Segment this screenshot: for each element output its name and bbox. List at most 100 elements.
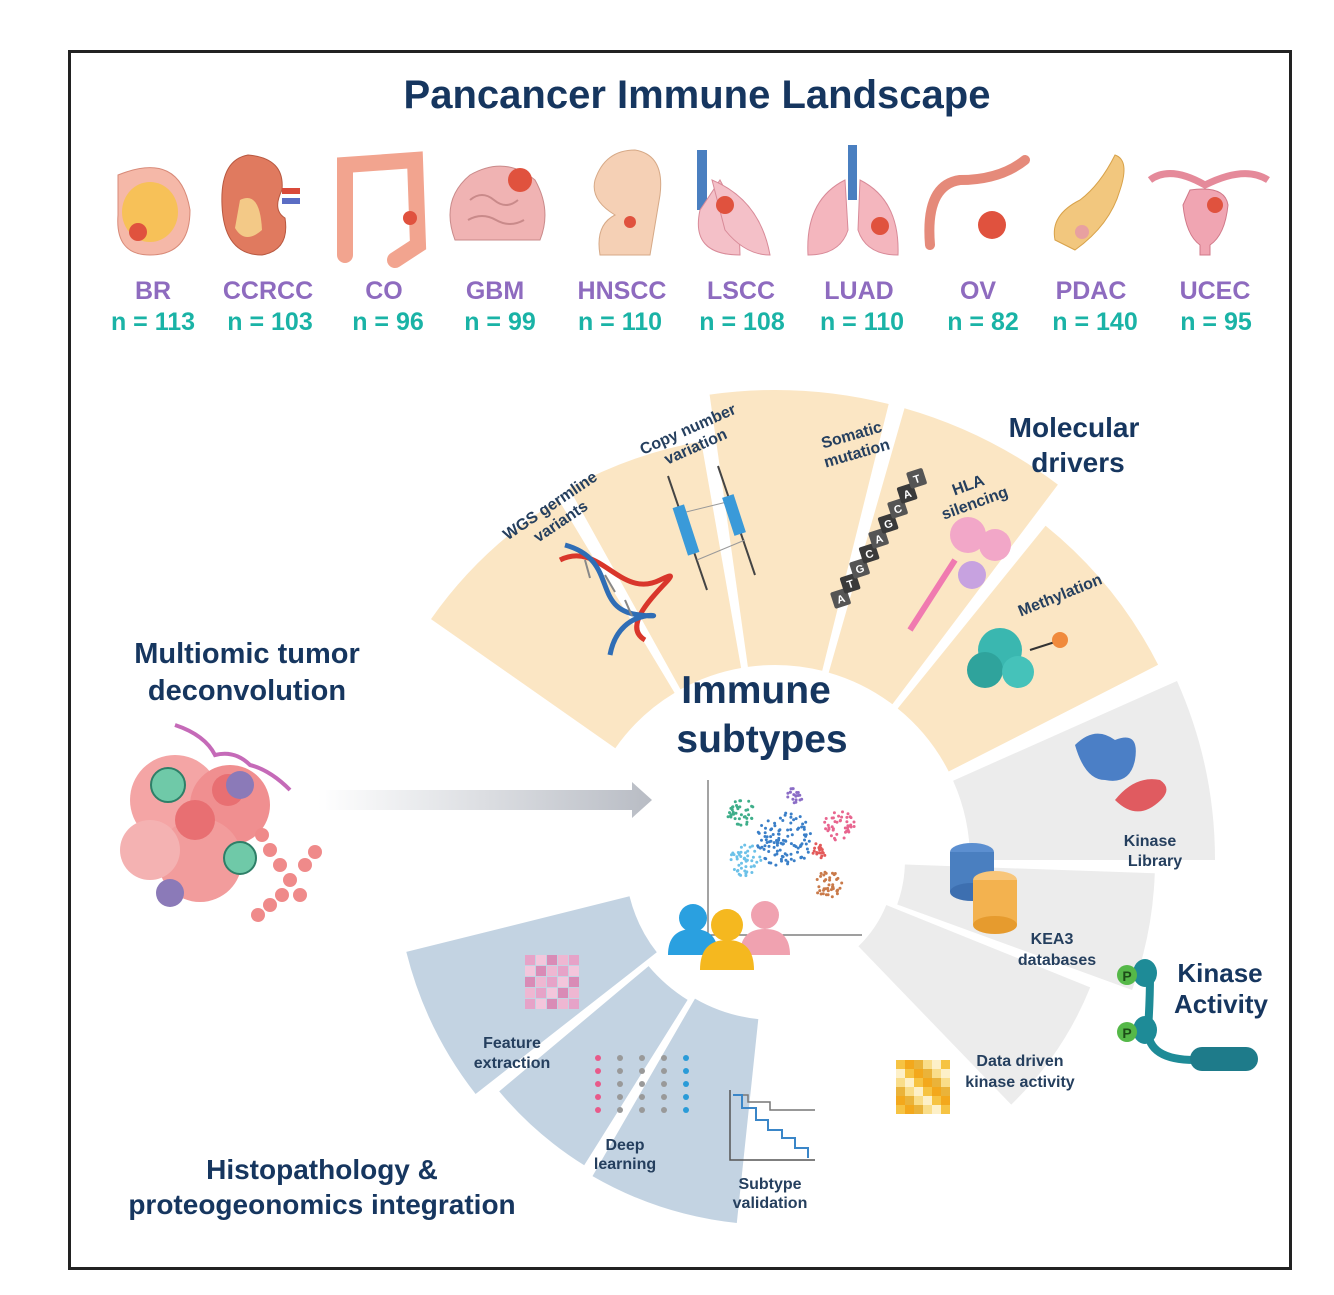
center-title: subtypes (676, 718, 847, 761)
breast-icon (117, 167, 191, 256)
cancer-code: CCRCC (223, 277, 313, 305)
ovary-icon (924, 155, 1030, 250)
image-tile (536, 955, 546, 965)
network-node (617, 1107, 623, 1113)
network-node (595, 1068, 601, 1074)
svg-text:G: G (854, 563, 866, 577)
tsne-point (758, 855, 762, 859)
page-title: Pancancer Immune Landscape (404, 73, 991, 117)
heatmap-cell (896, 1096, 905, 1105)
network-node (639, 1107, 645, 1113)
tsne-point (756, 830, 760, 834)
panel-label: learning (594, 1156, 656, 1173)
heatmap-cell (896, 1060, 905, 1069)
tsne-point (831, 871, 834, 875)
cancer-sample-count: n = 140 (1052, 308, 1137, 336)
svg-text:C: C (892, 503, 903, 517)
tsne-point (733, 817, 737, 821)
tsne-point (796, 850, 799, 854)
tsne-plot-icon (707, 780, 862, 936)
tsne-point (811, 851, 815, 855)
tumor-cells-icon (120, 723, 322, 922)
tsne-point (831, 883, 835, 887)
network-node (639, 1094, 645, 1100)
cancer-code: OV (960, 277, 996, 305)
heatmap-cell (932, 1078, 941, 1087)
heatmap-cell (923, 1105, 932, 1114)
organ-row (117, 145, 1270, 268)
image-tile (536, 999, 546, 1009)
network-node (661, 1094, 667, 1100)
lung-icon (697, 150, 771, 256)
tsne-point (801, 822, 805, 826)
image-tile (569, 977, 579, 987)
tsne-point (786, 791, 790, 795)
heatmap-cell (905, 1069, 914, 1078)
image-tile (558, 955, 568, 965)
tsne-point (728, 811, 731, 815)
tsne-point (789, 821, 793, 825)
multiomic-title: Multiomic tumor (134, 638, 360, 670)
tsne-point (817, 885, 821, 889)
tsne-point (773, 821, 777, 825)
cancer-code: GBM (466, 277, 524, 305)
tsne-point (808, 832, 812, 836)
image-tile (558, 999, 568, 1009)
panel-label: Feature (483, 1035, 541, 1052)
panel-label: Kinase (1124, 833, 1177, 850)
tsne-point (743, 869, 747, 873)
tsne-point (798, 798, 802, 802)
kinase-activity-icon: P P (1117, 959, 1258, 1071)
cancer-sample-count: n = 95 (1180, 308, 1252, 336)
copy-number-icon (667, 465, 756, 591)
pancreas-icon (1053, 154, 1125, 251)
heatmap-cell (932, 1096, 941, 1105)
kinase-library-icon (1075, 733, 1167, 812)
cancer-type-labels: BR n = 113 CCRCC n = 103 CO n = 96 GBM n… (111, 277, 1252, 336)
tsne-point (743, 843, 747, 847)
tsne-point (751, 844, 754, 848)
heatmap-cell (932, 1087, 941, 1096)
tsne-point (746, 854, 750, 858)
tsne-point (799, 855, 803, 859)
heatmap-cell (941, 1078, 950, 1087)
tsne-point (766, 819, 770, 823)
tsne-point (852, 820, 856, 824)
tsne-point (833, 872, 837, 875)
heatmap-cell (914, 1060, 923, 1069)
tsne-point (744, 851, 747, 855)
network-node (683, 1107, 689, 1113)
cancer-sample-count: n = 103 (227, 308, 312, 336)
tsne-point (792, 818, 796, 822)
network-node (595, 1055, 601, 1061)
tsne-point (735, 804, 738, 807)
tsne-point (796, 846, 800, 850)
tsne-point (726, 815, 730, 819)
center-title: Immune (681, 669, 831, 712)
tsne-point (842, 836, 846, 840)
tsne-point (751, 855, 755, 859)
tsne-point (786, 828, 790, 832)
tsne-point (824, 817, 828, 820)
dna-letter-block: T (906, 468, 927, 489)
tsne-point (739, 850, 743, 854)
tsne-point (777, 832, 780, 836)
tsne-point (837, 814, 841, 818)
heatmap-cell (932, 1069, 941, 1078)
heatmap-cell (896, 1087, 905, 1096)
tsne-point (791, 787, 795, 791)
heatmap-cell (905, 1060, 914, 1069)
tsne-point (767, 861, 771, 865)
network-node (661, 1081, 667, 1087)
tsne-point (802, 825, 806, 829)
tsne-point (792, 859, 796, 863)
tsne-point (750, 817, 754, 820)
tsne-point (736, 851, 740, 854)
tsne-point (815, 852, 819, 856)
cancer-sample-count: n = 110 (820, 308, 904, 336)
image-tile (547, 955, 557, 965)
panel-label: Data driven (976, 1053, 1063, 1070)
histo-title: proteogeonomics integration (128, 1189, 515, 1220)
tsne-point (826, 823, 830, 827)
tsne-point (789, 852, 793, 856)
